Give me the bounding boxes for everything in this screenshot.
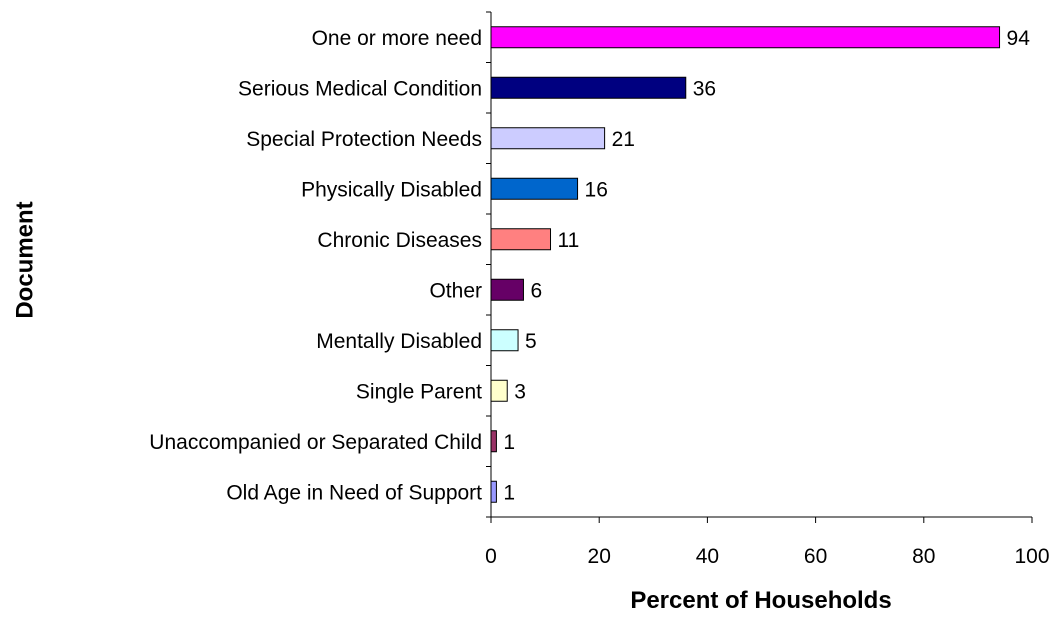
data-label: 5 [525, 330, 537, 353]
plot-area: 0 20 40 60 80 100 One or more need 94 Serious Me… [149, 11, 1050, 568]
category-label: Unaccompanied or Separated Child [149, 431, 482, 454]
category-label: Other [429, 279, 482, 302]
bar [490, 278, 524, 301]
bar [490, 26, 1001, 49]
category-label: Special Protection Needs [246, 128, 482, 151]
data-label: 21 [612, 128, 635, 151]
data-label: 1 [503, 431, 515, 454]
category-label: Single Parent [356, 380, 482, 403]
bar [490, 430, 497, 453]
category-label: Old Age in Need of Support [226, 481, 482, 504]
bar [490, 480, 497, 503]
x-axis-title: Percent of Households [630, 587, 891, 614]
data-label: 11 [558, 229, 580, 252]
bar [490, 76, 687, 99]
bar [490, 228, 552, 251]
y-axis-title: Document [11, 201, 38, 318]
bar [490, 329, 519, 352]
bar [490, 379, 508, 402]
x-tick-label: 80 [912, 545, 935, 568]
data-label: 94 [1007, 27, 1031, 50]
category-label: Mentally Disabled [316, 330, 482, 353]
bar [490, 127, 606, 150]
data-label: 3 [514, 380, 526, 403]
category-label: Serious Medical Condition [238, 77, 482, 100]
data-label: 36 [693, 77, 716, 100]
x-tick-label: 0 [485, 545, 497, 568]
data-label: 1 [503, 481, 515, 504]
category-label: One or more need [312, 27, 482, 50]
x-tick-label: 40 [696, 545, 719, 568]
category-label: Physically Disabled [301, 178, 482, 201]
x-tick-label: 20 [588, 545, 611, 568]
data-label: 6 [530, 279, 542, 302]
category-label: Chronic Diseases [317, 229, 482, 252]
data-label: 16 [585, 178, 608, 201]
x-tick-label: 60 [804, 545, 827, 568]
bar [490, 177, 579, 200]
x-tick-label: 100 [1014, 545, 1049, 568]
